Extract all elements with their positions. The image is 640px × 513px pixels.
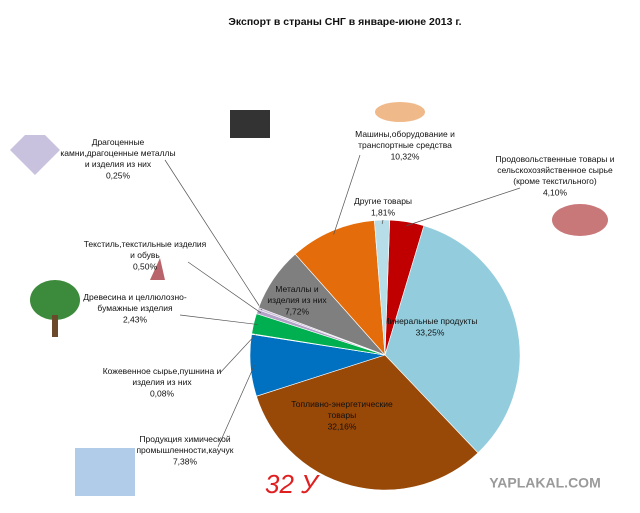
slice-label: Продовольственные товары и сельскохозяйст… [496,154,615,186]
leader-line [179,314,258,325]
value-label: 7,38% [173,456,198,466]
metal-icon [230,110,270,138]
pie-slice [374,219,391,356]
slice-label: Металлы и изделия из них [267,284,327,305]
leader-line [333,154,361,235]
value-label: 4,10% [543,187,568,197]
value-label: 1,81% [371,207,396,217]
value-label: 32,16% [328,421,357,431]
slice-label: Минеральные продукты [383,316,478,326]
hand-note: 32 У [265,469,320,499]
watermark: YAPLAKAL.COM [489,475,601,491]
value-label: 0,08% [150,388,175,398]
value-label: 0,25% [106,170,131,180]
leader-line [187,261,262,314]
slice-label: Машины,оборудование и транспортные средст… [355,129,455,150]
slice-label: Древесина и целлюлозно-бумажные изделия [83,292,187,313]
shoe-icon [150,258,165,280]
leader-line [381,219,384,225]
flask-icon [75,448,135,496]
value-label: 0,50% [133,261,158,271]
value-label: 33,25% [416,327,445,337]
slice-label: Текстиль,текстильные изделия и обувь [84,239,207,260]
meat-icon [552,204,608,236]
value-label: 7,72% [285,306,310,316]
tree-icon [30,280,80,320]
slice-label: Кожевенное сырье,пушнина и изделия из них [103,366,222,387]
value-label: 10,32% [391,151,420,161]
pie-slice [294,220,386,356]
value-label: 2,43% [123,314,148,324]
tree-icon [52,315,58,337]
pie-slice [384,225,521,454]
slice-label: Другие товары [354,196,412,206]
pie-slice [256,354,479,491]
slice-label: Топливно-энергетические товары [291,399,393,420]
leader-line [406,187,521,227]
car-icon [375,102,425,122]
leader-line [217,365,255,448]
leader-line [219,334,256,374]
leader-line [164,159,263,311]
chart-title: Экспорт в страны СНГ в январе-июне 2013 … [228,16,461,28]
slice-label: Продукция химической промышленности,каучу… [136,434,233,455]
slice-label: Драгоценные камни,драгоценные металлы и из… [60,137,175,169]
gem-icon [10,135,60,175]
